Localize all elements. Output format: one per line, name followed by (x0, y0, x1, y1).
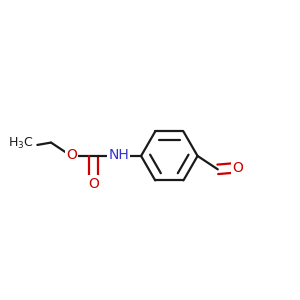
Text: H$_3$C: H$_3$C (8, 136, 34, 151)
Text: O: O (88, 177, 99, 190)
Text: O: O (66, 148, 77, 162)
Text: NH: NH (108, 148, 129, 162)
Text: O: O (232, 161, 243, 175)
